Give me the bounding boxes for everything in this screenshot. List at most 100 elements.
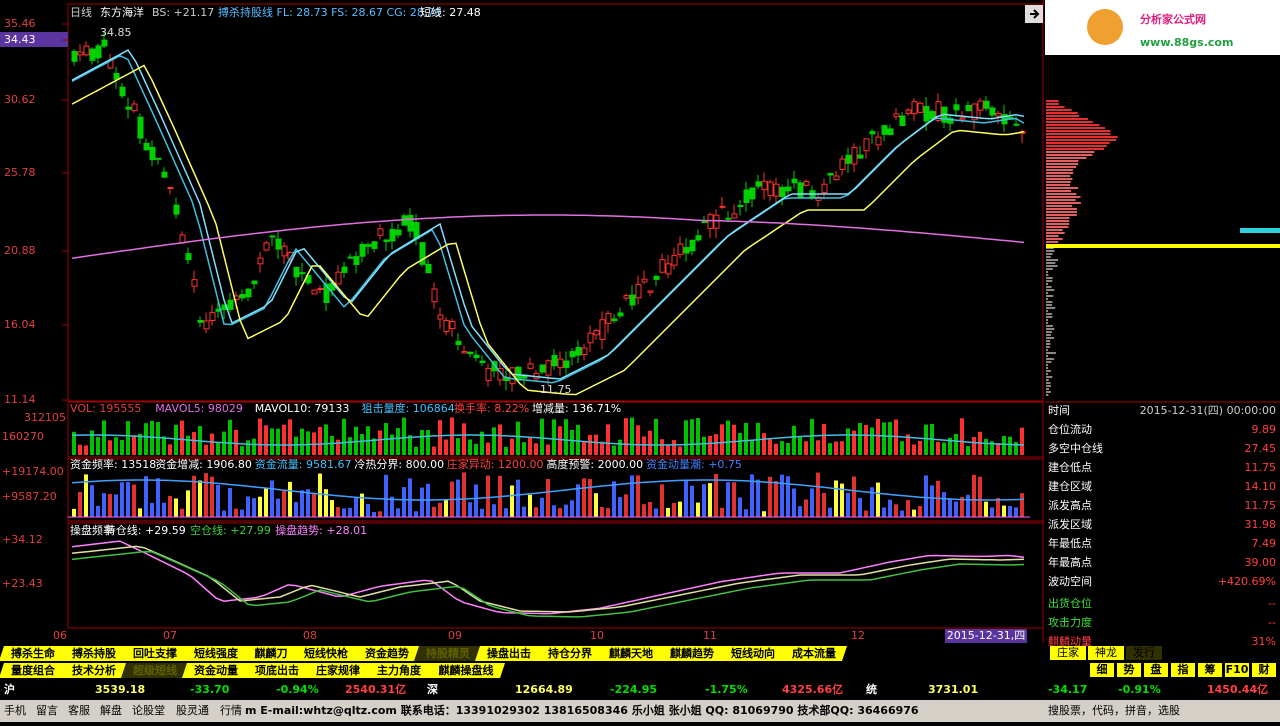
volume-bar <box>900 441 904 455</box>
candle-body <box>971 103 978 121</box>
tab[interactable] <box>304 663 371 678</box>
tab-label[interactable]: 麒麟刀 <box>255 646 288 660</box>
price-highlight <box>0 32 68 47</box>
tab[interactable] <box>60 646 127 661</box>
right-tab[interactable] <box>1117 663 1141 677</box>
fund-bar <box>858 497 862 517</box>
right-tab-label[interactable]: 财 <box>1258 662 1270 676</box>
candle-body <box>851 146 858 165</box>
tab[interactable] <box>243 646 298 661</box>
tab[interactable] <box>0 646 66 661</box>
task-button[interactable]: 留言 <box>36 704 58 717</box>
volume-bar <box>282 424 286 455</box>
task-button[interactable]: 股灵通 <box>176 704 209 717</box>
price-tick: 35.46 <box>4 17 36 30</box>
tab-label[interactable]: 资金趋势 <box>365 646 409 660</box>
task-button[interactable]: 客服 <box>68 703 90 717</box>
tab-label[interactable]: 庄家规律 <box>316 663 360 677</box>
tab[interactable] <box>365 663 432 678</box>
tab-label[interactable]: 麒麟趋势 <box>670 646 714 660</box>
tab-label[interactable]: 项底出击 <box>255 663 299 677</box>
right-tab-label[interactable]: 盘 <box>1151 662 1162 676</box>
tab-label[interactable]: 量度组合 <box>11 663 56 677</box>
tab[interactable] <box>182 663 249 678</box>
tab[interactable] <box>243 663 310 678</box>
tab-label[interactable]: 短线动向 <box>731 646 775 660</box>
right-tab[interactable] <box>1198 663 1222 677</box>
right-tab[interactable] <box>1088 646 1124 660</box>
tab[interactable] <box>292 646 359 661</box>
tab[interactable] <box>597 646 664 661</box>
tab-label[interactable]: 持股精灵 <box>426 646 471 660</box>
tab[interactable] <box>780 646 847 661</box>
tab[interactable] <box>60 663 127 678</box>
tab[interactable] <box>719 646 786 661</box>
info-value: 11.75 <box>1245 499 1277 512</box>
tab-label[interactable]: 操盘出击 <box>487 646 531 660</box>
tab[interactable] <box>121 646 188 661</box>
volume-bar <box>942 442 946 455</box>
tab-label[interactable]: 主力角度 <box>377 663 422 677</box>
tab[interactable] <box>536 646 603 661</box>
tab-label[interactable]: 技术分析 <box>72 663 116 677</box>
right-tab[interactable] <box>1144 663 1168 677</box>
candle-body <box>227 299 234 310</box>
right-tab-label[interactable]: F10 <box>1226 663 1249 676</box>
tab[interactable] <box>475 646 542 661</box>
candle-body <box>323 283 330 304</box>
tab[interactable] <box>121 663 188 678</box>
candle-body <box>791 178 798 184</box>
tab-label[interactable]: 资金动量 <box>194 663 238 677</box>
panel-tick: 160270 <box>2 430 44 443</box>
tab-label[interactable]: 搏杀持股 <box>72 646 117 660</box>
info-label: 仓位流动 <box>1048 422 1092 436</box>
header-field: BS: +21.17 <box>152 6 214 19</box>
right-tab-label[interactable]: 神龙 <box>1095 645 1117 659</box>
right-tab-label[interactable]: 指 <box>1178 662 1189 676</box>
volume-bar <box>576 424 580 455</box>
volume-bar <box>492 427 496 455</box>
task-button[interactable]: 论股堂 <box>132 703 165 717</box>
tab-label[interactable]: 搏杀生命 <box>11 646 56 660</box>
tab-label[interactable]: 成本流量 <box>792 646 836 660</box>
right-tab-label[interactable]: 庄家 <box>1057 645 1079 659</box>
tab[interactable] <box>658 646 725 661</box>
right-tab-label[interactable]: 筹 <box>1205 662 1216 676</box>
right-tab-label[interactable]: 细 <box>1097 662 1108 676</box>
tab-label[interactable]: 麒麟天地 <box>609 646 653 660</box>
search-box[interactable]: 搜股票，代码，拼音，选股 <box>1048 703 1180 717</box>
right-tab-label[interactable]: 势 <box>1124 662 1135 676</box>
right-tab[interactable] <box>1252 663 1276 677</box>
tab-label[interactable]: 麒麟操盘线 <box>439 663 494 677</box>
candle-body <box>803 180 810 186</box>
tab-label[interactable]: 持仓分界 <box>548 646 592 660</box>
tab[interactable] <box>353 646 420 661</box>
fund-bar <box>702 484 706 517</box>
right-tab[interactable] <box>1090 663 1114 677</box>
fund-bar <box>198 480 202 517</box>
task-button[interactable]: 行情 <box>220 704 242 717</box>
volume-bar <box>702 436 706 455</box>
tab[interactable] <box>426 663 505 678</box>
tab-label[interactable]: 超级短线 <box>132 663 177 677</box>
task-button[interactable]: 手机 <box>4 703 26 717</box>
tab[interactable] <box>0 663 66 678</box>
tab[interactable] <box>414 646 481 661</box>
fund-bar <box>984 501 988 517</box>
right-tab[interactable] <box>1050 646 1086 660</box>
task-button[interactable]: 解盘 <box>100 703 122 717</box>
tab-label[interactable]: 短线强度 <box>194 646 239 660</box>
chip-bar <box>1046 172 1074 174</box>
right-tab-label[interactable]: 发行 <box>1133 645 1155 659</box>
tab-label[interactable]: 短线快枪 <box>304 646 348 660</box>
tab[interactable] <box>182 646 249 661</box>
right-tab[interactable] <box>1126 646 1162 660</box>
candle-body <box>821 183 828 193</box>
right-tab[interactable] <box>1225 663 1249 677</box>
right-tab[interactable] <box>1171 663 1195 677</box>
candle-body <box>695 235 702 241</box>
candle-body <box>173 204 180 215</box>
volume-bar <box>336 439 340 455</box>
fund-bar <box>720 507 724 517</box>
tab-label[interactable]: 回吐支撑 <box>133 646 177 660</box>
